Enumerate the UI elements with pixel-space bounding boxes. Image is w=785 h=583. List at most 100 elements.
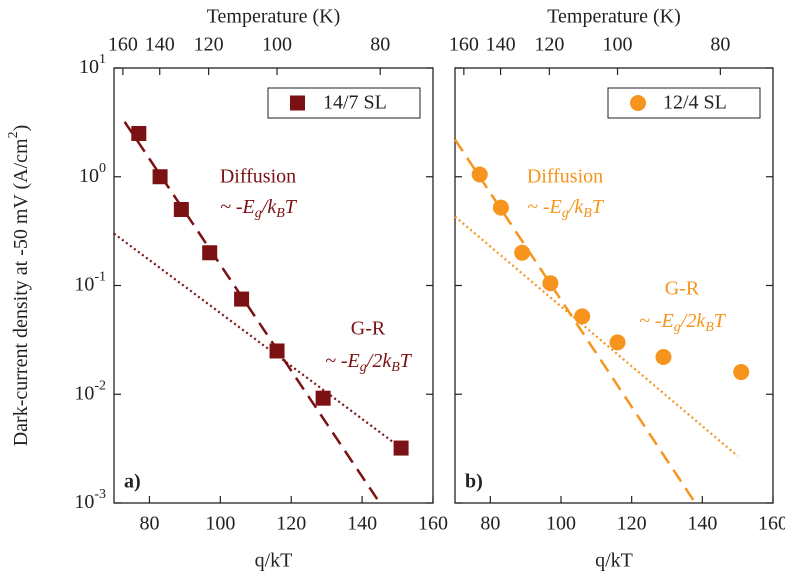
x2-tick-label: 120 <box>194 34 224 56</box>
x2-tick-label: 160 <box>449 34 479 56</box>
data-point <box>609 334 626 351</box>
sub-part: g <box>360 360 367 375</box>
sub-part: g <box>674 320 681 335</box>
y-tick-exponent: 1 <box>99 52 106 67</box>
sub-part: B <box>705 320 714 335</box>
data-point <box>234 291 250 307</box>
text-part: ~ -E <box>639 310 674 332</box>
text-part: T <box>714 310 727 332</box>
fit-line <box>454 215 739 457</box>
x2-axis-label: Temperature (K) <box>207 6 341 28</box>
sub-part: B <box>276 206 285 221</box>
y-tick-exponent: -1 <box>94 270 106 285</box>
fit-line <box>113 232 402 449</box>
data-point <box>173 201 189 217</box>
x-axis-label: q/kT <box>595 550 633 572</box>
sub-part: g <box>255 206 262 221</box>
x-tick-label: 100 <box>546 513 576 535</box>
text-part: T <box>285 196 298 218</box>
text-part: /k <box>568 196 585 218</box>
x-tick-label: 100 <box>205 513 235 535</box>
y-axis-label: Dark-current density at -50 mV (A/cm2) <box>6 125 31 447</box>
legend-label: 14/7 SL <box>323 92 387 114</box>
annotation: Diffusion <box>527 166 603 188</box>
x-axis-label: q/kT <box>255 550 293 572</box>
plot-frame <box>454 67 774 504</box>
text-part: ~ -E <box>527 196 562 218</box>
x-tick-label: 120 <box>276 513 306 535</box>
y-tick-label: 10-1 <box>74 270 106 295</box>
data-point <box>542 275 559 292</box>
plot-frame <box>113 67 434 504</box>
annotation-formula: ~ -Eg/kBT <box>220 196 298 222</box>
annotation: G-R <box>351 318 386 340</box>
data-point <box>733 364 750 381</box>
x2-tick-label: 80 <box>370 34 390 56</box>
fit-line <box>123 121 381 504</box>
data-point <box>471 166 488 183</box>
text-part: ) <box>10 125 32 132</box>
y-tick-exponent: -3 <box>94 487 106 502</box>
x-tick-label: 140 <box>347 513 377 535</box>
sub-part: 2 <box>6 131 21 138</box>
data-point <box>202 245 218 261</box>
y-tick-base: 10 <box>74 491 94 513</box>
x-tick-label: 160 <box>418 513 448 535</box>
panel-label: b) <box>465 471 483 493</box>
legend-marker <box>290 95 305 111</box>
data-point <box>152 169 168 185</box>
legend-label: 12/4 SL <box>663 92 727 114</box>
data-point <box>131 125 147 141</box>
sub-part: B <box>583 206 592 221</box>
y-tick-base: 10 <box>74 273 94 295</box>
x2-tick-label: 160 <box>108 34 138 56</box>
data-point <box>574 308 591 325</box>
text-part: /2k <box>366 350 393 372</box>
x-tick-label: 140 <box>687 513 717 535</box>
text-part: /2k <box>680 310 707 332</box>
x-tick-label: 80 <box>480 513 500 535</box>
data-point <box>393 440 409 456</box>
fit-line <box>453 138 697 504</box>
y-tick-label: 10-2 <box>74 378 106 403</box>
text-part: T <box>592 196 605 218</box>
x2-tick-label: 140 <box>486 34 516 56</box>
sub-part: B <box>391 360 400 375</box>
y-tick-exponent: 0 <box>99 161 106 176</box>
x-tick-label: 120 <box>617 513 647 535</box>
y-tick-label: 101 <box>79 52 106 77</box>
x2-axis-label: Temperature (K) <box>547 6 681 28</box>
text-part: T <box>400 350 413 372</box>
y-tick-label: 10-3 <box>74 487 106 512</box>
x2-tick-label: 100 <box>603 34 633 56</box>
y-tick-base: 10 <box>79 164 99 186</box>
data-point <box>269 343 285 359</box>
x2-tick-label: 140 <box>145 34 175 56</box>
text-part: Dark-current density at -50 mV (A/cm <box>10 138 32 446</box>
annotation-formula: ~ -Eg/2kBT <box>325 350 413 376</box>
x2-tick-label: 120 <box>534 34 564 56</box>
annotation-formula: ~ -Eg/2kBT <box>639 310 727 336</box>
y-tick-label: 100 <box>79 161 106 186</box>
text-part: /k <box>261 196 278 218</box>
x2-tick-label: 100 <box>262 34 292 56</box>
data-point <box>655 349 672 366</box>
y-tick-exponent: -2 <box>94 378 106 393</box>
sub-part: g <box>562 206 569 221</box>
x-tick-label: 160 <box>758 513 785 535</box>
panel-label: a) <box>124 471 141 493</box>
y-tick-base: 10 <box>74 382 94 404</box>
annotation: G-R <box>665 278 700 300</box>
annotation: Diffusion <box>220 166 296 188</box>
y-tick-base: 10 <box>79 56 99 78</box>
x2-tick-label: 80 <box>710 34 730 56</box>
x-tick-label: 80 <box>139 513 159 535</box>
data-point <box>315 390 331 406</box>
legend-marker <box>630 95 646 111</box>
text-part: ~ -E <box>220 196 255 218</box>
annotation-formula: ~ -Eg/kBT <box>527 196 605 222</box>
text-part: ~ -E <box>325 350 360 372</box>
data-point <box>514 244 531 261</box>
data-point <box>492 199 509 216</box>
